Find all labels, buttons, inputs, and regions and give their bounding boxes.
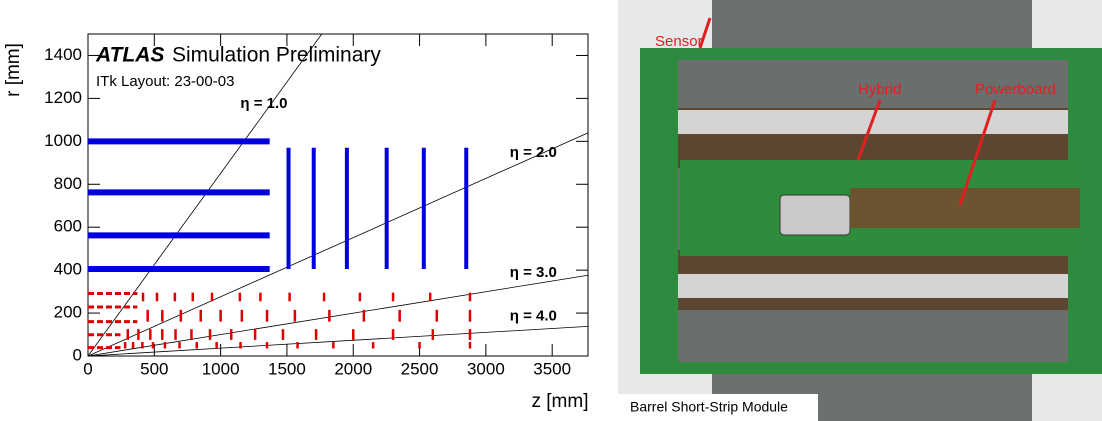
y-tick-label: 200 — [54, 303, 82, 322]
y-tick-label: 600 — [54, 217, 82, 236]
x-tick-label: 2500 — [401, 359, 439, 378]
x-tick-label: 3500 — [533, 359, 571, 378]
eta-label: η = 4.0 — [510, 307, 557, 324]
arrow — [856, 99, 882, 161]
eta-line — [87, 132, 589, 357]
x-tick-label: 1000 — [202, 359, 240, 378]
chip — [779, 194, 851, 236]
caption-box — [618, 394, 818, 421]
chart-title: Simulation Preliminary — [172, 44, 381, 67]
bond-bottom — [678, 274, 1068, 298]
x-tick-label: 3000 — [467, 359, 505, 378]
arrow — [698, 17, 712, 49]
label-sensor: Sensor — [655, 33, 703, 50]
x-tick-label: 1500 — [268, 359, 306, 378]
label-powerboard: Powerboard — [975, 81, 1056, 98]
y-tick-label: 800 — [54, 174, 82, 193]
caption: Barrel Short-Strip Module — [630, 399, 788, 415]
eta-line — [87, 274, 589, 357]
eta-label: η = 1.0 — [240, 95, 287, 112]
y-tick-label: 0 — [73, 345, 82, 364]
experiment: ATLAS — [95, 44, 164, 67]
eta-label: η = 2.0 — [510, 144, 557, 161]
subtitle: ITk Layout: 23-00-03 — [96, 73, 234, 90]
y-axis-label: r [mm] — [3, 43, 24, 97]
arrow — [958, 99, 997, 206]
y-tick-label: 400 — [54, 260, 82, 279]
eta-label: η = 3.0 — [510, 264, 557, 281]
x-axis-label: z [mm] — [532, 391, 589, 412]
y-tick-label: 1000 — [44, 131, 82, 150]
y-tick-label: 1200 — [44, 88, 82, 107]
eta-line — [87, 325, 589, 357]
x-tick-label: 500 — [140, 359, 168, 378]
label-hybrid: Hybrid — [858, 81, 901, 98]
x-tick-label: 2000 — [334, 359, 372, 378]
module-photo: Sensor Hybrid Powerboard Barrel Short-St… — [618, 0, 1102, 421]
x-tick-label: 0 — [83, 359, 92, 378]
y-tick-label: 1400 — [44, 45, 82, 64]
